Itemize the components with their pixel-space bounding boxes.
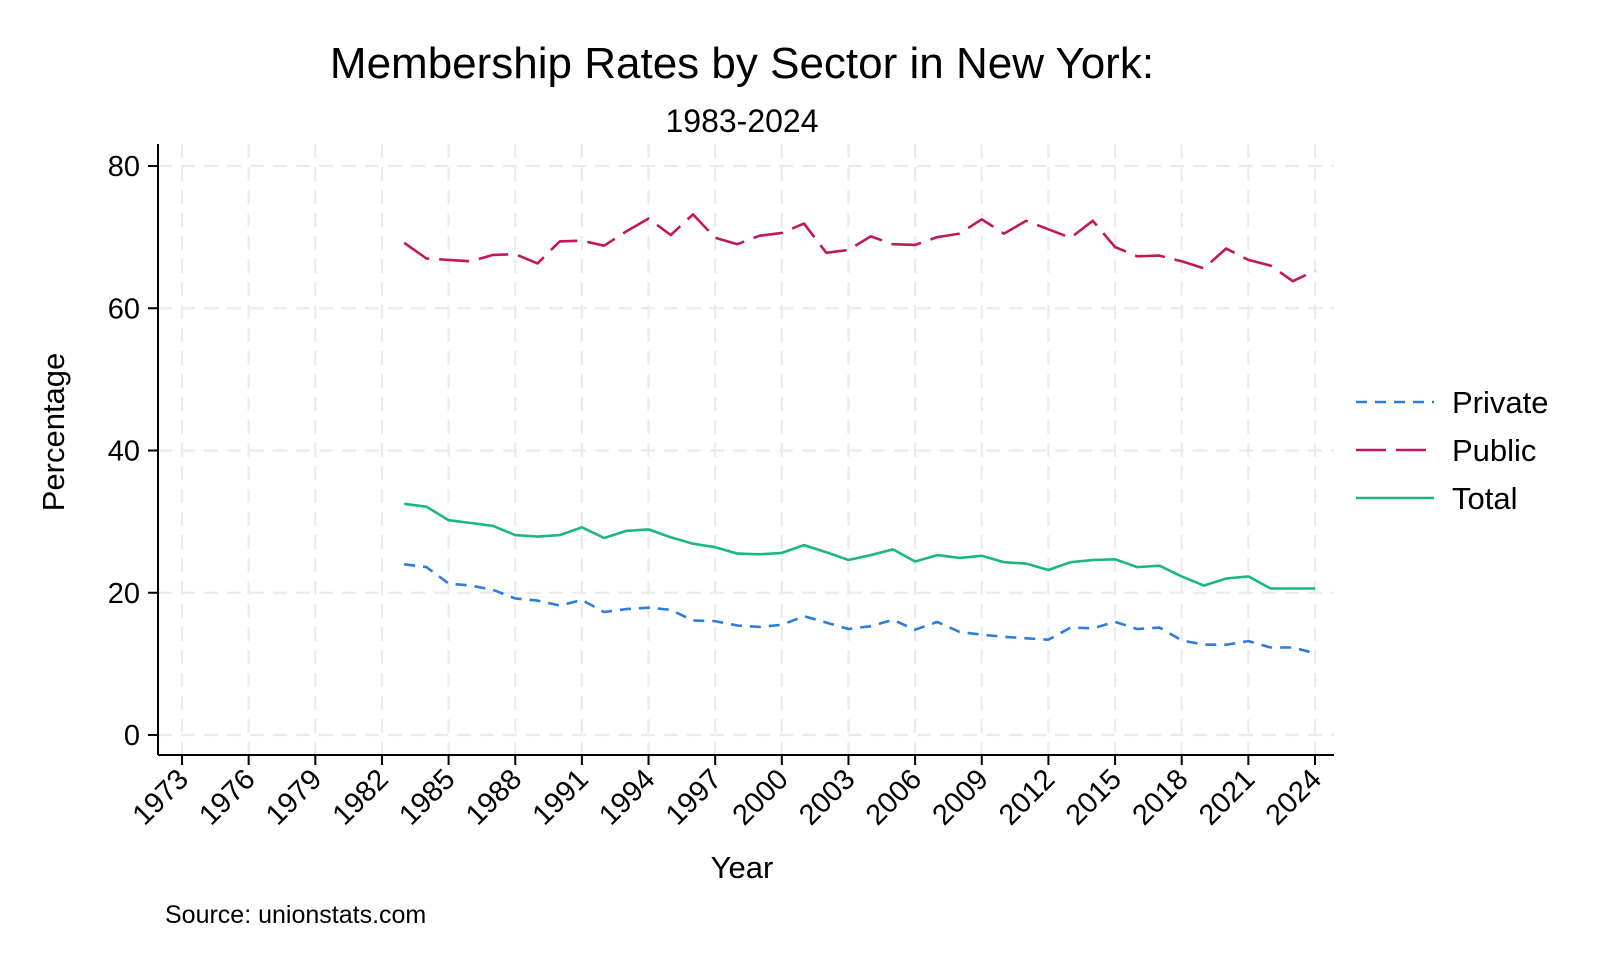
chart-subtitle: 1983-2024 [665, 103, 818, 139]
x-tick-label-17: 2024 [1260, 763, 1328, 831]
x-tick-label-7: 1994 [593, 763, 661, 831]
x-tick-label-8: 1997 [660, 763, 728, 831]
legend-label-private: Private [1452, 385, 1548, 420]
axes: 0204060801973197619791982198519881991199… [108, 144, 1334, 832]
x-tick-label-11: 2006 [860, 763, 928, 831]
legend-label-total: Total [1452, 481, 1517, 516]
legend: Private Public Total [1356, 385, 1548, 516]
x-tick-label-1: 1976 [193, 763, 261, 831]
y-tick-label-3: 60 [108, 293, 140, 325]
x-tick-label-10: 2003 [793, 763, 861, 831]
series-group [403, 213, 1316, 655]
x-axis-title: Year [711, 850, 774, 885]
y-axis-title: Percentage [36, 353, 71, 512]
y-tick-label-0: 0 [124, 720, 140, 752]
x-tick-label-9: 2000 [727, 763, 795, 831]
x-tick-label-16: 2021 [1193, 763, 1261, 831]
x-tick-label-12: 2009 [926, 763, 994, 831]
x-tick-label-6: 1991 [527, 763, 595, 831]
series-line-public [403, 213, 1316, 283]
x-tick-label-0: 1973 [127, 763, 195, 831]
x-tick-label-4: 1985 [393, 763, 461, 831]
series-line-private [404, 563, 1316, 655]
y-tick-label-2: 40 [108, 436, 140, 468]
x-tick-label-5: 1988 [460, 763, 528, 831]
x-tick-label-15: 2018 [1126, 763, 1194, 831]
x-tick-label-2: 1979 [260, 763, 328, 831]
series-line-total [404, 502, 1315, 590]
chart-title: Membership Rates by Sector in New York: [330, 39, 1154, 88]
source-note: Source: unionstats.com [165, 901, 426, 929]
x-tick-label-13: 2012 [993, 763, 1061, 831]
y-tick-label-4: 80 [108, 151, 140, 183]
x-tick-label-3: 1982 [327, 763, 395, 831]
x-tick-label-14: 2015 [1060, 763, 1128, 831]
gridlines [158, 144, 1334, 755]
legend-label-public: Public [1452, 433, 1536, 468]
y-tick-label-1: 20 [108, 578, 140, 610]
